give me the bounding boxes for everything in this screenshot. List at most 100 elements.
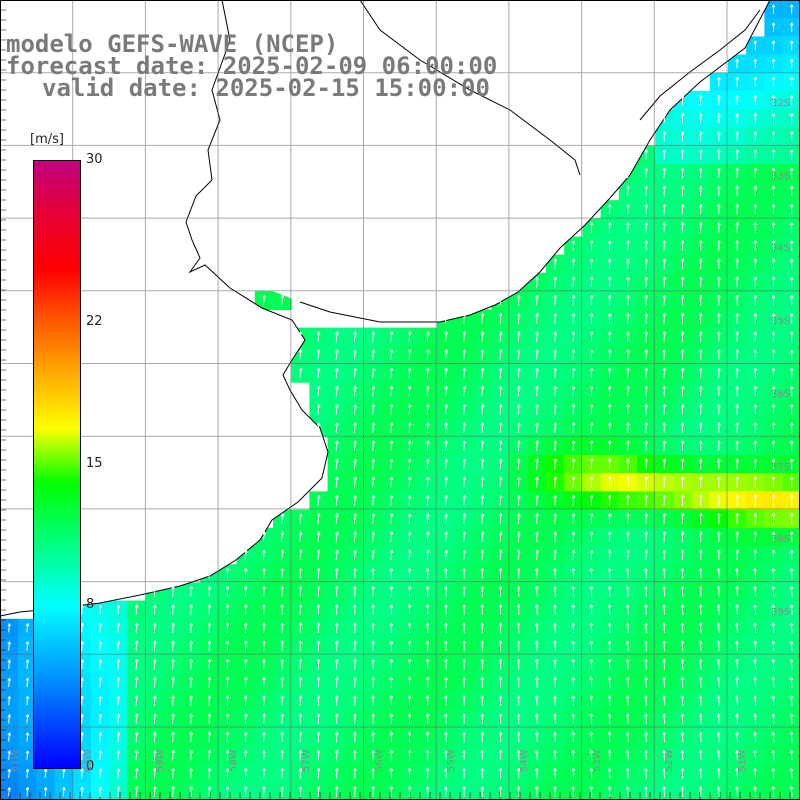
wind-arrow — [371, 367, 376, 379]
wind-arrow — [462, 695, 466, 706]
wind-arrow — [516, 640, 521, 652]
wind-arrow — [680, 640, 685, 652]
wind-arrow — [98, 677, 103, 688]
wind-arrow — [589, 404, 594, 415]
wind-arrow — [7, 750, 12, 760]
wind-arrow — [662, 349, 667, 361]
wind-arrow — [625, 677, 630, 688]
wind-arrow — [535, 731, 539, 743]
wind-arrow — [607, 422, 612, 433]
wind-arrow — [516, 695, 521, 706]
wind-arrow — [626, 531, 630, 543]
wind-arrow — [644, 494, 649, 507]
wind-arrow — [262, 531, 266, 543]
wind-arrow — [607, 604, 612, 615]
wind-arrow — [644, 549, 648, 561]
wind-arrow — [698, 95, 703, 105]
wind-arrow — [698, 294, 703, 306]
wind-arrow — [153, 622, 157, 634]
wind-arrow — [644, 149, 648, 160]
wind-arrow — [680, 113, 685, 124]
wind-arrow — [498, 367, 503, 379]
wind-arrow — [644, 422, 648, 433]
wind-arrow — [171, 749, 175, 761]
wind-arrow — [771, 40, 776, 51]
wind-arrow — [553, 258, 558, 270]
wind-arrow — [335, 513, 339, 524]
wind-arrow — [789, 40, 794, 51]
wind-arrow — [771, 349, 776, 360]
wind-arrow — [335, 349, 339, 361]
wind-arrow — [371, 768, 375, 779]
wind-arrow — [335, 458, 339, 470]
wind-arrow — [389, 385, 394, 397]
wind-arrow — [426, 458, 430, 470]
wind-arrow — [789, 422, 794, 433]
wind-arrow — [353, 622, 357, 634]
wind-arrow — [371, 495, 376, 506]
wind-arrow — [7, 768, 12, 778]
wind-arrow — [407, 440, 412, 452]
lon-label-60W: 60W — [82, 749, 94, 772]
wind-arrow — [717, 385, 721, 397]
lat-label-35S: 35S — [771, 316, 791, 328]
wind-arrow — [535, 695, 539, 706]
wind-arrow — [280, 604, 284, 615]
wind-arrow — [735, 604, 739, 615]
wind-arrow — [644, 713, 648, 725]
wind-arrow — [280, 640, 284, 652]
wind-arrow — [771, 76, 776, 87]
wind-arrow — [43, 786, 48, 797]
wind-arrow — [716, 586, 721, 597]
wind-arrow — [717, 494, 721, 507]
wind-arrow — [753, 786, 757, 797]
wind-arrow — [607, 749, 612, 761]
wind-arrow — [680, 494, 685, 507]
wind-arrow — [662, 622, 666, 634]
wind-arrow — [680, 276, 685, 288]
wind-arrow — [698, 422, 703, 433]
wind-arrow — [571, 567, 576, 579]
wind-arrow — [171, 731, 175, 743]
wind-arrow — [153, 604, 157, 615]
wind-arrow — [626, 440, 630, 452]
wind-arrow — [680, 167, 685, 179]
wind-arrow — [498, 531, 503, 543]
wind-arrow — [389, 658, 394, 670]
wind-arrow — [589, 531, 594, 543]
wind-arrow — [771, 531, 776, 543]
wind-arrow — [462, 349, 467, 361]
wind-arrow — [644, 604, 648, 615]
wind-arrow — [262, 567, 266, 579]
wind-arrow — [426, 404, 430, 415]
wind-arrow — [771, 94, 776, 105]
wind-arrow — [498, 385, 503, 397]
wind-arrow — [698, 367, 703, 379]
wind-arrow — [171, 713, 175, 725]
wind-arrow — [771, 313, 776, 324]
wind-arrow — [662, 313, 667, 324]
wind-arrow — [698, 586, 703, 597]
wind-arrow — [753, 131, 758, 142]
wind-arrow — [716, 567, 721, 579]
wind-arrow — [644, 385, 648, 397]
wind-arrow — [735, 349, 739, 361]
wind-arrow — [735, 640, 739, 652]
wind-arrow — [516, 713, 521, 725]
wind-arrow — [480, 404, 485, 415]
wind-arrow — [316, 495, 321, 506]
wind-arrow — [116, 677, 121, 688]
wind-arrow — [735, 768, 739, 779]
wind-arrow — [771, 768, 776, 779]
wind-arrow — [262, 713, 266, 725]
wind-arrow — [98, 732, 103, 742]
wind-arrow — [207, 567, 212, 579]
wind-arrow — [298, 749, 303, 761]
wind-arrow — [498, 749, 503, 761]
wind-arrow — [753, 440, 758, 452]
wind-arrow — [371, 476, 376, 488]
wind-arrow — [225, 695, 230, 706]
wind-arrow — [626, 294, 630, 306]
wind-arrow — [716, 658, 721, 670]
